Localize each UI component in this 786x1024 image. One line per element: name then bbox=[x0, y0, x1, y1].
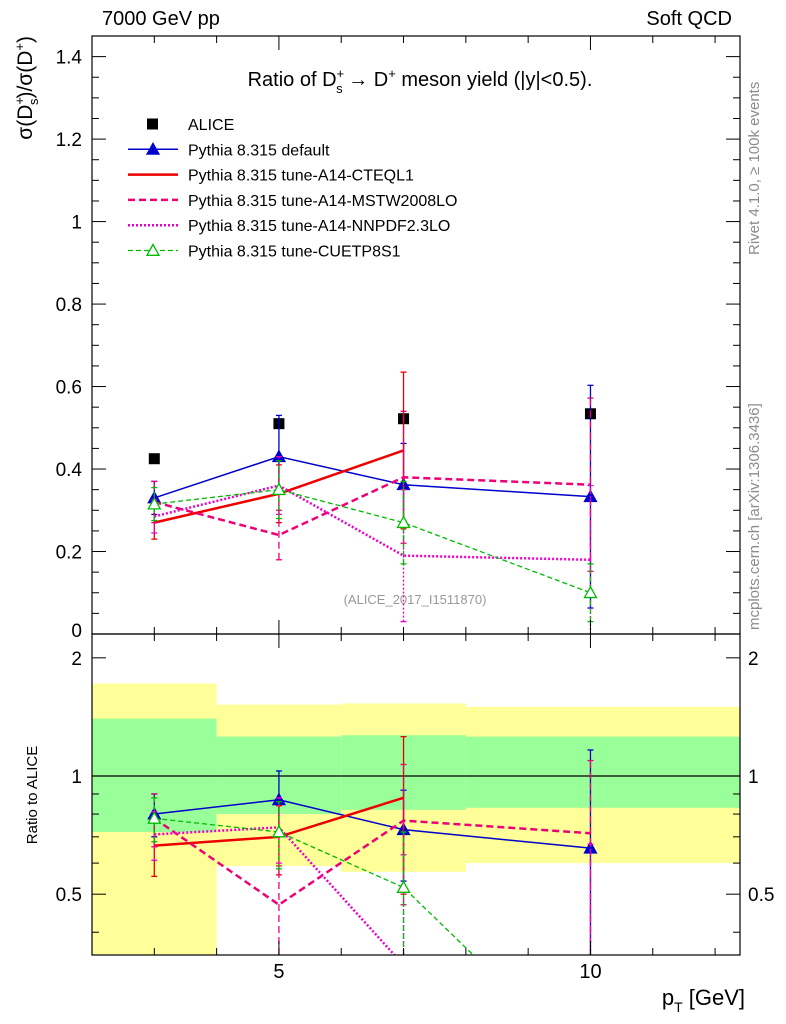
ytick-label-1: 1 bbox=[71, 213, 82, 234]
ytick-label-0: 0 bbox=[71, 621, 82, 642]
legend: ALICE Pythia 8.315 default Pythia 8.315 tu… bbox=[128, 117, 457, 261]
main-line-5 bbox=[154, 488, 591, 594]
legend-label-3: Pythia 8.315 tune-A14-MSTW2008LO bbox=[188, 193, 457, 210]
main-marker-5-0 bbox=[147, 496, 162, 510]
main-marker-5-3 bbox=[583, 585, 598, 599]
ratio-bands bbox=[92, 683, 740, 955]
ratio-line-3 bbox=[154, 826, 397, 955]
rtick-label-left-0.5: 0.5 bbox=[56, 885, 82, 906]
ratio-ylabel: Ratio to ALICE bbox=[24, 746, 41, 844]
ratio-line-0 bbox=[154, 798, 591, 849]
ratio-series-group bbox=[147, 735, 598, 955]
main-marker-5-1 bbox=[271, 482, 287, 496]
legend-label-0: ALICE bbox=[188, 117, 234, 134]
ytick-label-0.4: 0.4 bbox=[56, 460, 83, 481]
rtick-label-right-0.5: 0.5 bbox=[748, 885, 774, 906]
rtick-label-right-1: 1 bbox=[748, 767, 759, 788]
ytick-label-0.2: 0.2 bbox=[56, 543, 82, 564]
ytick-label-0.8: 0.8 bbox=[56, 295, 82, 316]
watermark: (ALICE_2017_I1511870) bbox=[344, 592, 487, 607]
ratio-frame bbox=[91, 633, 741, 956]
rtick-label-left-2: 2 bbox=[71, 649, 82, 670]
legend-marker-5 bbox=[145, 243, 161, 256]
legend-label-5: Pythia 8.315 tune-CUETP8S1 bbox=[188, 244, 401, 261]
chart-title: Ratio of D+ s → D+ meson yield (|y|<0.5). bbox=[248, 66, 593, 96]
ratio-line-4 bbox=[154, 817, 475, 955]
rtick-label-right-2: 2 bbox=[748, 649, 759, 670]
ratio-line-2 bbox=[153, 817, 591, 907]
legend-marker-1 bbox=[145, 141, 161, 155]
header-right: Soft QCD bbox=[646, 8, 732, 30]
inner-band-3 bbox=[465, 736, 740, 808]
main-line-1 bbox=[154, 455, 591, 499]
main-alice-point-0 bbox=[148, 453, 160, 465]
main-line-3 bbox=[153, 476, 591, 537]
legend-label-2: Pythia 8.315 tune-A14-CTEQL1 bbox=[188, 168, 414, 185]
xtick-label-5: 5 bbox=[273, 961, 284, 983]
xtick-label-10: 10 bbox=[579, 961, 601, 983]
legend-label-4: Pythia 8.315 tune-A14-NNPDF2.3LO bbox=[188, 218, 450, 235]
legend-label-1: Pythia 8.315 default bbox=[188, 142, 330, 159]
ytick-label-0.6: 0.6 bbox=[56, 378, 82, 399]
ytick-label-1.4: 1.4 bbox=[56, 48, 83, 69]
ratio-marker-4-1 bbox=[271, 824, 287, 838]
ratio-marker-4-0 bbox=[147, 811, 162, 824]
main-ylabel: σ(D+s)/σ(D+) bbox=[12, 36, 41, 140]
ytick-label-1.2: 1.2 bbox=[56, 130, 82, 151]
rtick-label-left-1: 1 bbox=[71, 767, 82, 788]
ratio-marker-4-2 bbox=[396, 880, 411, 893]
header-left: 7000 GeV pp bbox=[102, 8, 220, 30]
main-series-group bbox=[147, 371, 598, 634]
xlabel: pT [GeV] bbox=[662, 985, 745, 1015]
legend-swatch-alice bbox=[147, 118, 158, 130]
main-marker-5-2 bbox=[396, 515, 411, 529]
